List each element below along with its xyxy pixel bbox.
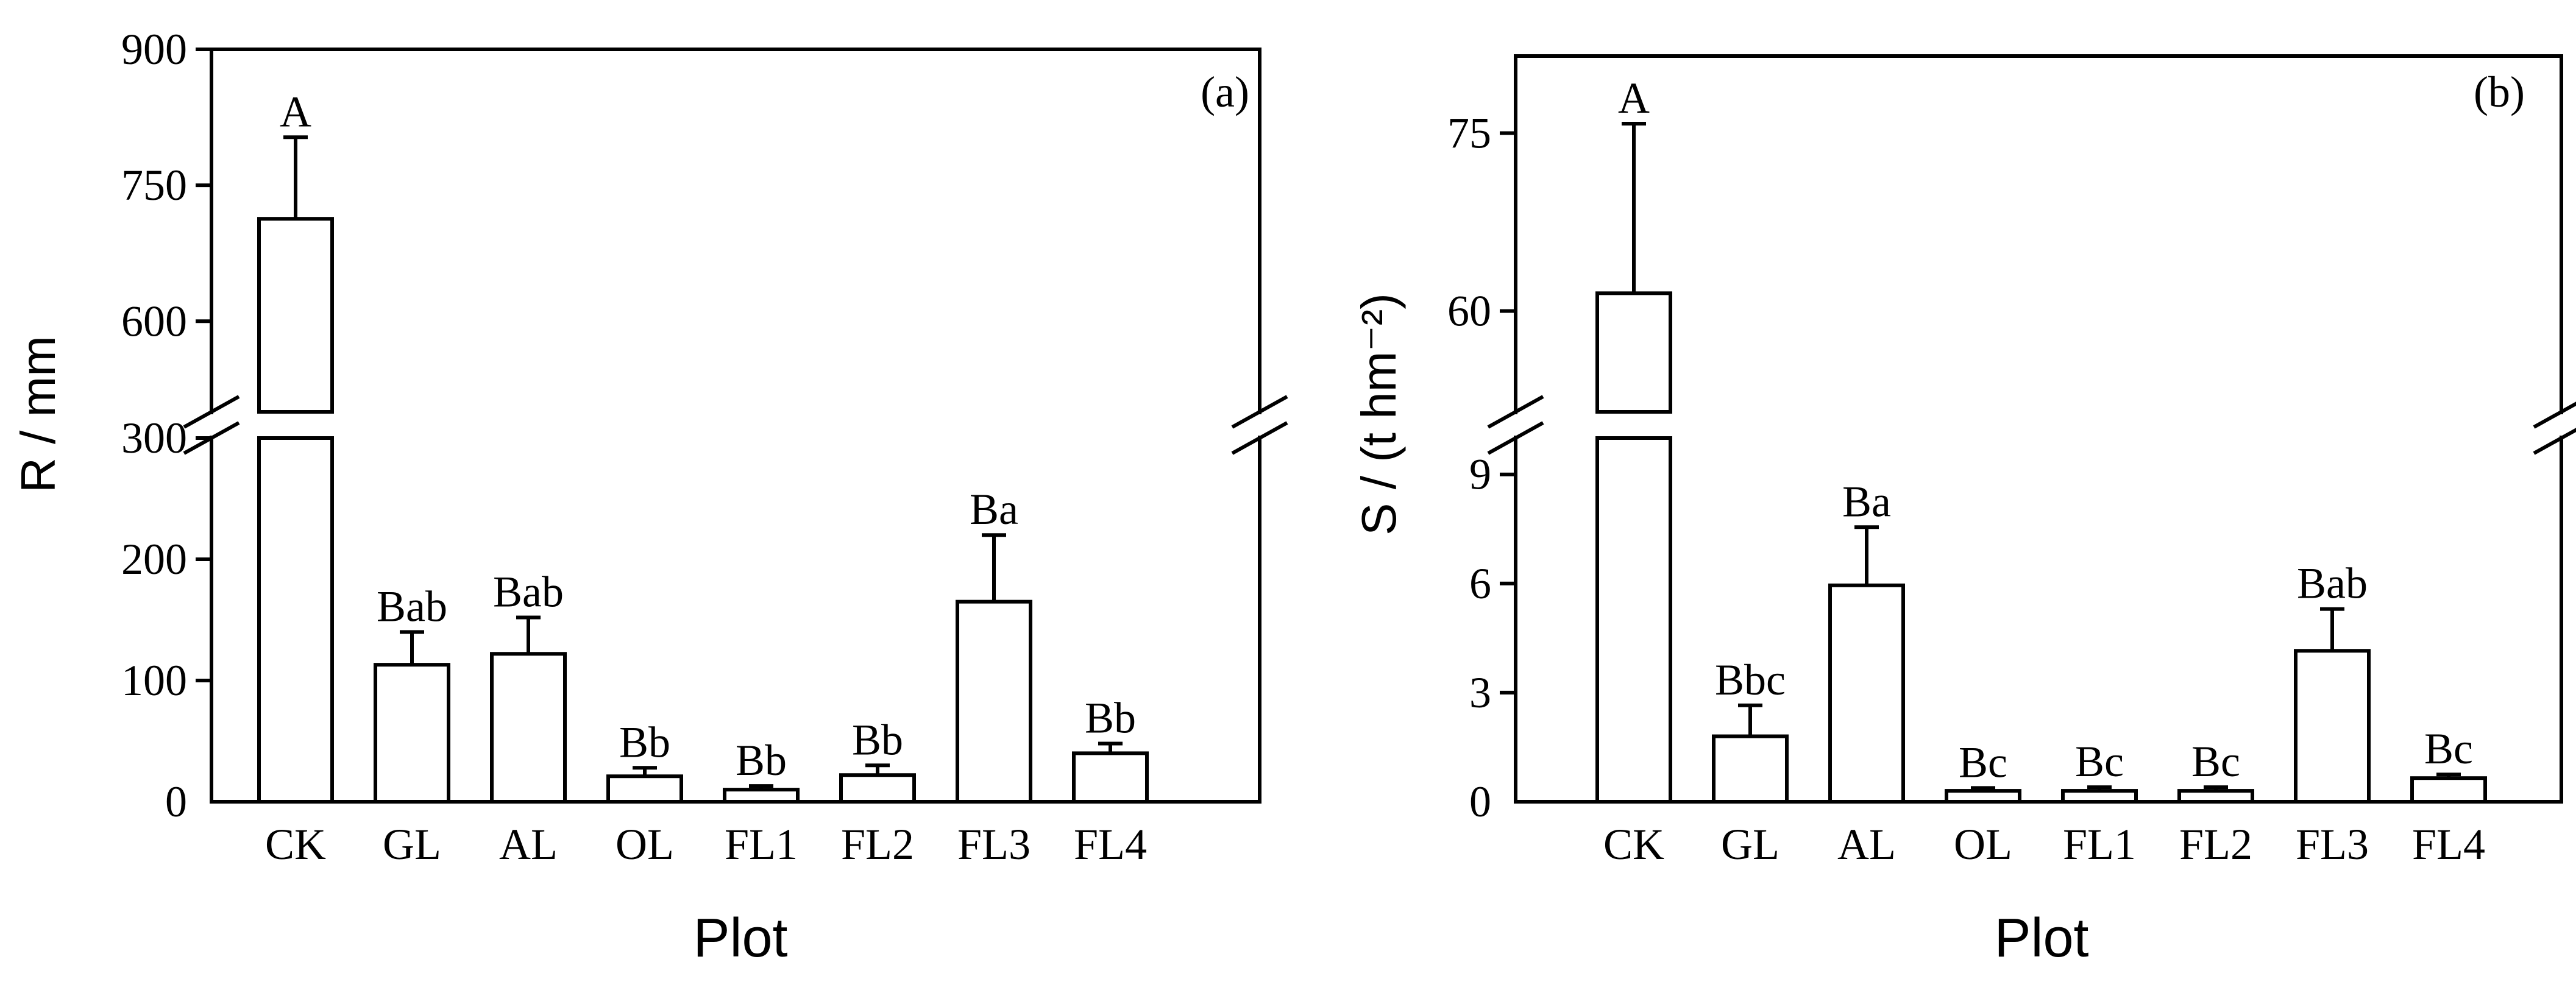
bar-al <box>1828 583 1905 804</box>
axis-break-mark-right-upper <box>1231 395 1288 429</box>
x-tick-label: GL <box>383 820 441 869</box>
bar-ol <box>1945 789 2021 804</box>
bar-fl3 <box>2294 649 2371 804</box>
x-tick-label: AL <box>499 820 558 869</box>
significance-label: Ba <box>1842 477 1891 526</box>
x-tick-label: CK <box>1603 820 1664 869</box>
significance-label: Bb <box>852 715 903 764</box>
bar-fl3 <box>956 599 1032 804</box>
axis-break-mark-right-lower <box>1231 421 1288 455</box>
axis-break-gap-left <box>1511 414 1520 436</box>
significance-label: Bbc <box>1715 656 1786 704</box>
bar-fl1 <box>2061 789 2138 804</box>
significance-label: Bb <box>1085 693 1136 742</box>
significance-label: A <box>1618 74 1650 122</box>
x-tick-label: FL3 <box>2296 820 2369 869</box>
x-tick-label: FL3 <box>957 820 1031 869</box>
y-tick-label: 600 <box>121 297 187 345</box>
y-axis-title: R / mm <box>11 336 65 493</box>
y-axis-title: S / (t hm⁻²) <box>1352 293 1406 536</box>
x-tick-label: FL4 <box>2412 820 2485 869</box>
chart-panel-b: 0 3 6 9 60 75 A CK Bbc GL Ba AL Bc OL Bc FL1 Bc FL2 Bab FL3… <box>1352 54 2576 969</box>
bar-fl4 <box>1072 751 1149 804</box>
significance-label: Bc <box>2191 737 2240 786</box>
bar-ck-lower <box>257 436 334 804</box>
x-tick-label: CK <box>265 820 326 869</box>
axis-break-gap-left <box>207 414 216 436</box>
axis-break-gap-right <box>1255 414 1265 436</box>
x-axis-title: Plot <box>693 908 787 969</box>
x-tick-label: GL <box>1721 820 1779 869</box>
axis-break-mark-left-lower <box>1487 421 1544 455</box>
bar-fl2 <box>839 773 916 804</box>
x-tick-label: OL <box>616 820 674 869</box>
plot-frame <box>210 48 1261 804</box>
axis-break-gap-right <box>2556 414 2566 436</box>
axis-break-mark-right-lower <box>2533 428 2576 455</box>
x-tick-label: AL <box>1837 820 1896 869</box>
significance-label: Ba <box>970 485 1018 534</box>
significance-label: Bc <box>1959 738 2007 787</box>
y-tick-label: 0 <box>1469 777 1491 826</box>
bar-ck-upper <box>1595 291 1672 414</box>
x-tick-label: FL2 <box>2179 820 2252 869</box>
y-tick-label: 0 <box>165 777 187 826</box>
y-tick-label: 3 <box>1469 668 1491 717</box>
axis-break-mark-left-upper <box>183 395 240 429</box>
bar-ck-upper <box>257 217 334 414</box>
bar-gl <box>374 663 450 804</box>
bar-gl <box>1712 734 1789 804</box>
x-tick-label: FL1 <box>725 820 798 869</box>
bar-ol <box>606 774 683 804</box>
x-tick-label: FL2 <box>841 820 914 869</box>
significance-label: Bb <box>619 718 670 766</box>
bar-fl1 <box>723 788 800 804</box>
bar-fl4 <box>2410 776 2487 804</box>
bar-al <box>490 652 567 804</box>
bar-ck-lower <box>1595 436 1672 804</box>
bar-fl2 <box>2177 789 2254 804</box>
x-tick-label: FL1 <box>2063 820 2136 869</box>
x-axis-title: Plot <box>1994 908 2088 969</box>
y-tick-label: 300 <box>121 414 187 462</box>
plot-frame <box>1514 54 2563 804</box>
y-tick-label: 750 <box>121 161 187 210</box>
significance-label: Bc <box>2424 724 2473 773</box>
significance-label: Bab <box>377 582 447 631</box>
panel-label: (a) <box>1201 68 1249 116</box>
axis-break-mark-right-upper <box>2533 401 2576 429</box>
y-tick-label: 60 <box>1447 287 1491 336</box>
y-tick-label: 6 <box>1469 559 1491 608</box>
x-tick-label: OL <box>1954 820 2012 869</box>
y-tick-label: 100 <box>121 656 187 705</box>
panel-label: (b) <box>2474 68 2525 116</box>
significance-label: Bc <box>2075 737 2124 786</box>
y-tick-label: 200 <box>121 535 187 584</box>
y-tick-label: 900 <box>121 25 187 74</box>
significance-label: Bab <box>493 568 564 617</box>
significance-label: Bb <box>736 736 787 785</box>
significance-label: A <box>280 87 311 136</box>
y-tick-label: 75 <box>1447 109 1491 158</box>
x-tick-label: FL4 <box>1074 820 1147 869</box>
axis-break-mark-left-upper <box>1487 395 1544 429</box>
significance-label: Bab <box>2297 559 2368 608</box>
y-tick-label: 9 <box>1469 450 1491 499</box>
chart-panel-a: 0 100 200 300 600 750 900 A CK Bab GL Bab AL Bb OL Bb FL… <box>11 25 1288 969</box>
